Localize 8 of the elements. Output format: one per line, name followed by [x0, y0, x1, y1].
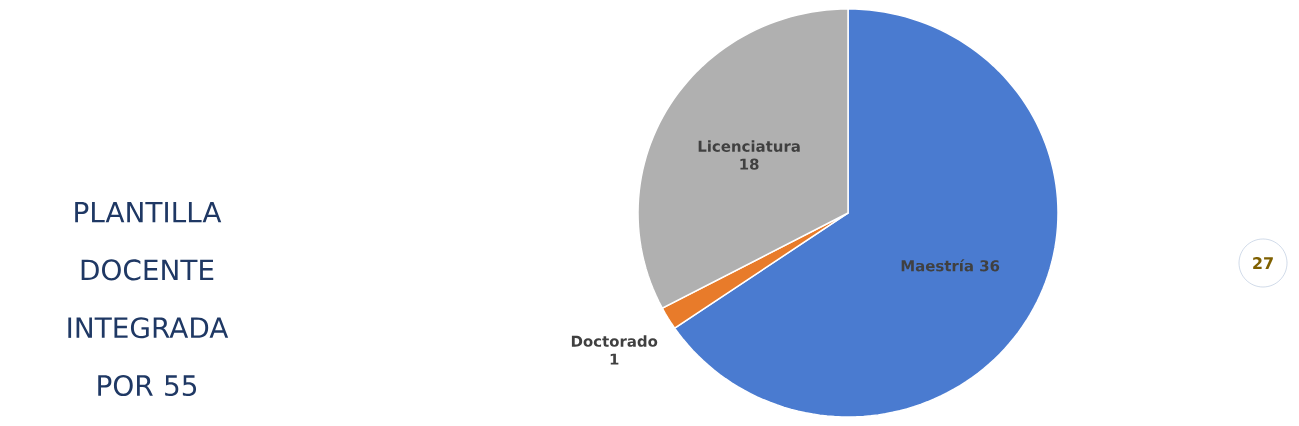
data-label: 18 — [740, 158, 759, 170]
data-label: 36 — [980, 260, 1000, 272]
data-label: 1 — [610, 353, 619, 365]
slice-label: Licenciatura — [698, 140, 800, 152]
chart-title: PLANTILLA DOCENTE INTEGRADA POR 55 — [68, 201, 229, 397]
text: 27 — [1253, 257, 1273, 269]
slice-label: Maestría — [901, 259, 973, 272]
slice-label: Doctorado — [571, 335, 658, 347]
